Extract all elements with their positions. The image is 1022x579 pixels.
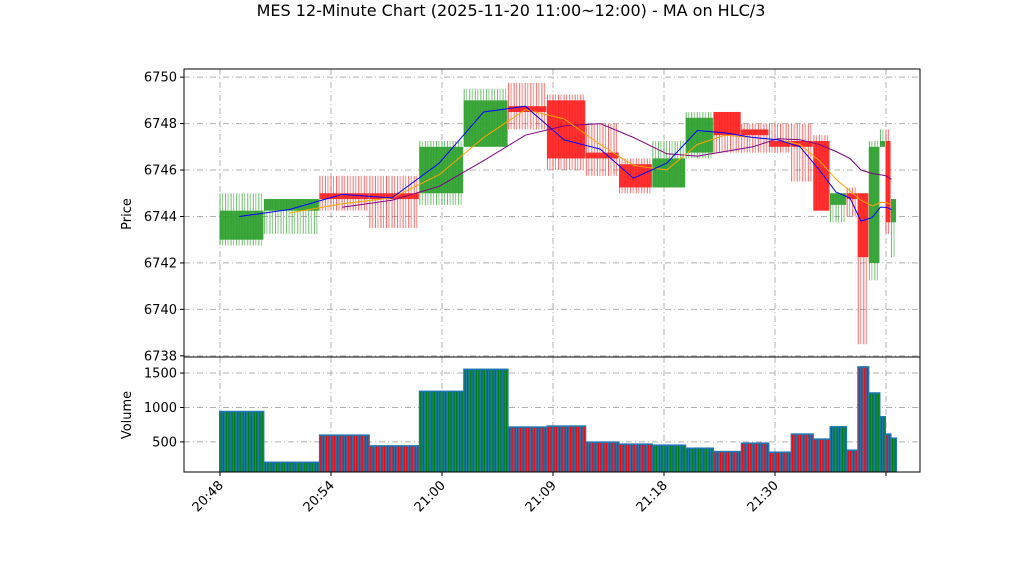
- candle-body-down: [619, 164, 652, 188]
- candle-body-up: [891, 199, 897, 223]
- volume-y-tick-label: 500: [152, 435, 177, 450]
- ma-slow-line: [342, 123, 892, 208]
- volume-bar: [890, 437, 898, 473]
- volume-bar: [651, 444, 687, 473]
- candle-body-down: [741, 129, 769, 136]
- candle-body-up: [685, 117, 713, 153]
- volume-axis-label: Volume: [120, 391, 135, 439]
- candle-body-down: [846, 193, 858, 200]
- candle-body-up: [463, 100, 508, 147]
- candle-body-up: [219, 210, 264, 240]
- volume-bar: [546, 425, 587, 473]
- candle-body-down: [885, 141, 891, 223]
- x-tick-label: 21:18: [634, 478, 671, 515]
- price-y-tick-label: 6738: [144, 349, 177, 364]
- x-tick-label: 20:48: [190, 478, 227, 515]
- x-tick-label: 21:09: [523, 478, 560, 515]
- price-y-tick-label: 6746: [144, 164, 177, 179]
- volume-bar: [885, 433, 892, 473]
- candle-body-up: [830, 193, 847, 205]
- volume-bar: [318, 434, 370, 473]
- candle-body-down: [768, 141, 791, 147]
- x-tick-label: 21:30: [745, 478, 782, 515]
- moving-averages: [239, 105, 892, 222]
- volume-bar: [879, 415, 887, 473]
- ma-fast-line: [239, 105, 892, 222]
- volume-y-tick-label: 1500: [144, 367, 177, 382]
- volume-bar: [812, 438, 831, 473]
- candle-body-up: [652, 158, 686, 188]
- price-y-tick-label: 6748: [144, 117, 177, 132]
- candle-body-down: [791, 141, 813, 147]
- price-axis-label: Price: [120, 198, 135, 230]
- ma-mid-line: [289, 109, 892, 214]
- price-y-tick-label: 6742: [144, 256, 177, 271]
- price-candles: [219, 82, 897, 345]
- volume-bar: [507, 426, 548, 473]
- volume-bar: [768, 451, 792, 473]
- volume-bar: [585, 441, 620, 473]
- volume-bar: [618, 443, 653, 473]
- candle-body-down: [319, 193, 369, 200]
- x-tick-label: 21:00: [412, 478, 449, 515]
- volume-y-tick-label: 1000: [144, 401, 177, 416]
- candle-body-up: [263, 199, 319, 211]
- candle-body-down: [857, 193, 869, 258]
- volume-bar: [790, 433, 814, 473]
- candle-body-down: [813, 141, 830, 211]
- candle-body-down: [713, 111, 741, 136]
- x-tick-label: 20:54: [301, 478, 338, 515]
- candle-body-up: [419, 146, 464, 194]
- candle-body-down: [585, 152, 619, 159]
- price-y-tick-label: 6744: [144, 210, 177, 225]
- volume-axes-frame: [183, 356, 921, 473]
- volume-bar: [263, 461, 320, 473]
- price-y-tick-label: 6750: [144, 71, 177, 86]
- volume-bar: [829, 426, 848, 473]
- candle-body-down: [508, 106, 547, 112]
- price-y-tick-label: 6740: [144, 303, 177, 318]
- candle-body-up: [879, 141, 885, 147]
- chart-title: MES 12-Minute Chart (2025-11-20 11:00~12…: [257, 1, 766, 20]
- volume-bars: [219, 366, 898, 473]
